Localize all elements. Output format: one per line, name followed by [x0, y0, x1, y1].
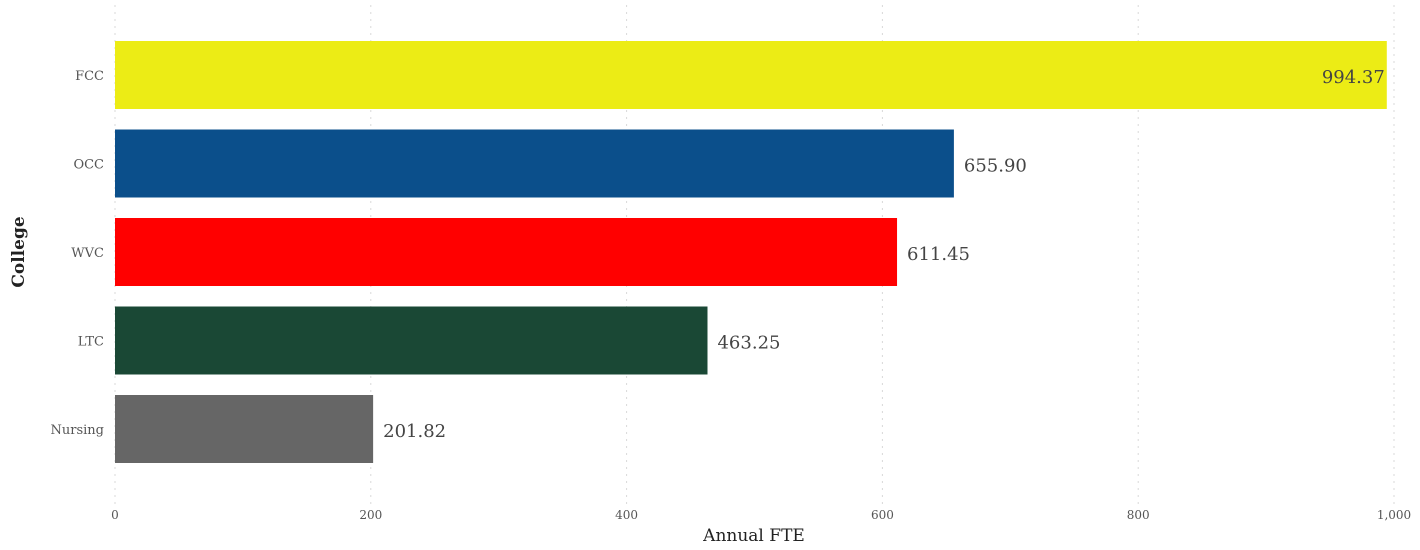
category-label: WVC: [71, 246, 104, 261]
value-labels: 994.37 655.90 611.45 463.25 201.82: [383, 67, 1385, 442]
x-axis-title: Annual FTE: [702, 526, 805, 546]
category-label: LTC: [78, 335, 104, 350]
bar: [115, 218, 898, 286]
bar: [115, 395, 374, 463]
y-axis-title: College: [9, 216, 29, 287]
bar: [115, 41, 1387, 109]
bars: [115, 41, 1387, 463]
bar: [115, 129, 954, 198]
data-label: 611.45: [907, 244, 970, 265]
bar: [115, 306, 708, 375]
category-label: FCC: [75, 69, 104, 84]
data-label: 655.90: [964, 156, 1027, 177]
category-labels: FCC OCC WVC LTC Nursing: [51, 69, 105, 438]
data-label: 994.37: [1322, 67, 1385, 88]
data-label: 463.25: [717, 333, 780, 354]
category-label: OCC: [73, 158, 104, 173]
x-tick-label: 1,000: [1377, 508, 1411, 522]
x-tick-labels: 0 200 400 600 800 1,000: [111, 508, 1411, 522]
x-tick-label: 0: [111, 508, 119, 522]
data-label: 201.82: [383, 421, 446, 442]
x-tick-label: 800: [1127, 508, 1150, 522]
x-tick-label: 200: [359, 508, 382, 522]
x-tick-label: 600: [871, 508, 894, 522]
category-label: Nursing: [51, 423, 105, 438]
x-tick-label: 400: [615, 508, 638, 522]
